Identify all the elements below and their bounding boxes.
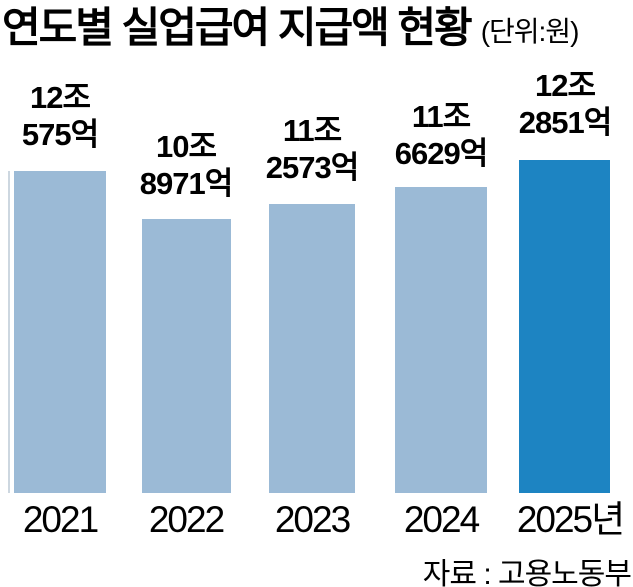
unit-label: (단위:원) — [480, 16, 580, 47]
bar-2025-highlighted — [519, 160, 610, 493]
value-line-1: 11조 — [282, 113, 342, 148]
bar-value-label-2024: 11조 6629억 — [356, 98, 526, 172]
header: 연도별 실업급여 지급액 현황 (단위:원) — [2, 0, 580, 56]
value-line-1: 10조 — [155, 129, 217, 164]
bar-2024 — [395, 187, 487, 493]
value-line-2: 6629억 — [394, 136, 488, 171]
x-axis-label-2022: 2022 — [148, 499, 225, 540]
bar-value-label-2021: 12조 575억 — [0, 79, 145, 153]
value-line-2: 575억 — [21, 117, 99, 152]
bar-2023 — [269, 204, 355, 493]
value-line-2: 8971억 — [139, 166, 233, 201]
value-line-2: 2573억 — [265, 150, 359, 185]
value-line-1: 12조 — [29, 80, 91, 115]
x-axis-label-2025: 2025년 — [516, 499, 625, 540]
source-credit: 자료 : 고용노동부 — [422, 558, 632, 587]
bar-value-label-2023: 11조 2573억 — [227, 112, 397, 186]
bar-value-label-2022: 10조 8971억 — [101, 128, 271, 202]
bar-2021 — [14, 171, 106, 493]
page-title: 연도별 실업급여 지급액 현황 — [2, 4, 473, 51]
y-axis-line — [8, 171, 10, 493]
x-axis-label-2021: 2021 — [22, 499, 99, 540]
bar-2022 — [142, 219, 231, 493]
bar-value-label-2025: 12조 2851억 — [480, 67, 633, 141]
x-axis-label-2024: 2024 — [403, 499, 480, 540]
x-axis-label-2023: 2023 — [274, 499, 351, 540]
value-line-1: 11조 — [411, 99, 471, 134]
value-line-1: 12조 — [534, 68, 596, 103]
value-line-2: 2851억 — [518, 105, 612, 140]
